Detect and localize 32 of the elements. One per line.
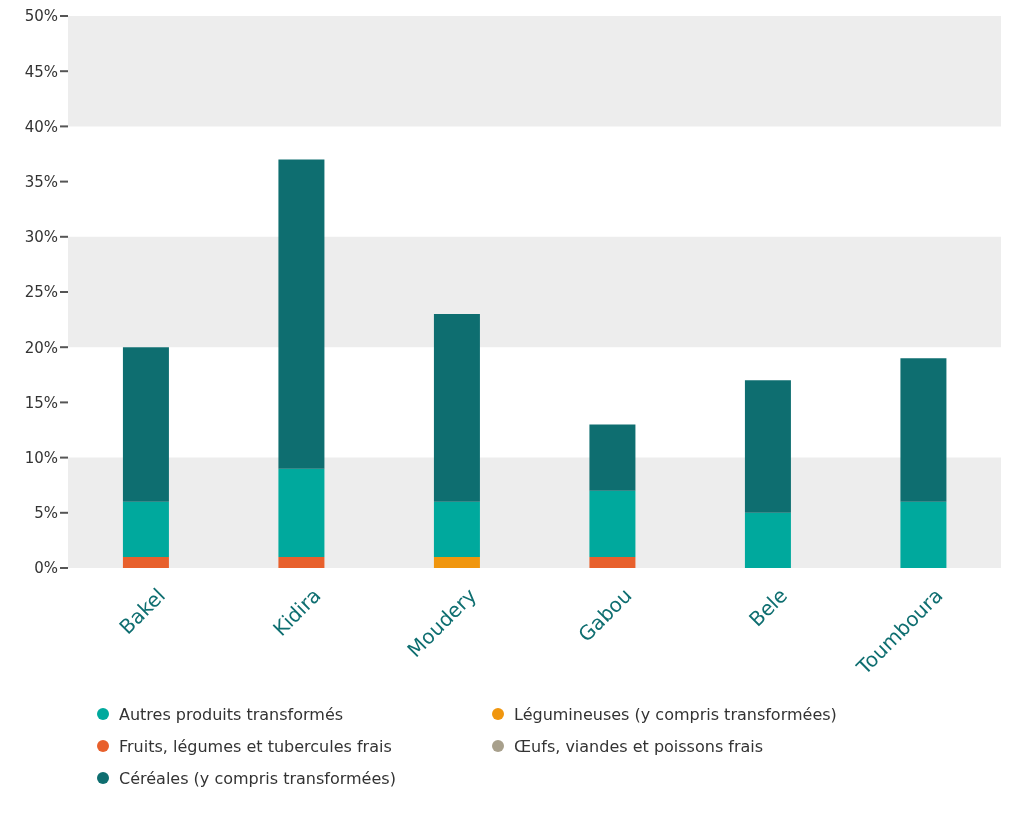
legend-label: Légumineuses (y compris transformées)	[514, 704, 837, 724]
y-tick-label: 20%	[24, 338, 58, 357]
bar	[433, 556, 480, 568]
legend-label: Autres produits transformés	[119, 704, 344, 724]
legend-label: Céréales (y compris transformées)	[119, 768, 396, 788]
bar	[122, 501, 169, 557]
bar	[122, 556, 169, 568]
bar	[589, 490, 636, 557]
y-tick-label: 35%	[24, 172, 58, 191]
bar	[278, 159, 325, 469]
bar	[900, 501, 947, 568]
bar	[433, 501, 480, 557]
y-tick-label: 25%	[24, 283, 58, 302]
bar	[744, 512, 791, 568]
bar	[589, 424, 636, 491]
bar	[278, 468, 325, 557]
bar	[278, 556, 325, 568]
legend-label: Œufs, viandes et poissons frais	[514, 736, 764, 756]
bar	[122, 347, 169, 502]
y-tick-label: 50%	[24, 7, 58, 26]
y-tick-label: 30%	[24, 228, 58, 247]
y-tick-label: 0%	[34, 559, 58, 578]
bar	[744, 380, 791, 513]
y-tick-label: 10%	[24, 448, 58, 467]
y-tick-label: 5%	[34, 504, 58, 523]
y-tick-label: 40%	[24, 117, 58, 136]
y-tick-label: 15%	[24, 393, 58, 412]
bar	[589, 556, 636, 568]
bar	[900, 358, 947, 502]
legend-label: Fruits, légumes et tubercules frais	[119, 736, 392, 756]
bar	[433, 314, 480, 502]
y-tick-label: 45%	[24, 62, 58, 81]
